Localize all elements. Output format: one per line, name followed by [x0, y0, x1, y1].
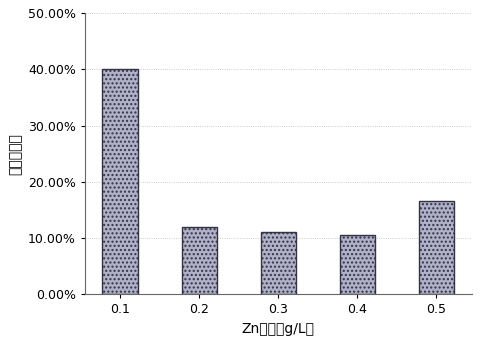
X-axis label: Zn浓度（g/L）: Zn浓度（g/L）	[242, 322, 315, 336]
Bar	[103, 69, 138, 294]
Bar	[419, 202, 454, 294]
Bar	[181, 227, 217, 294]
Y-axis label: 最高去除率: 最高去除率	[8, 133, 23, 175]
Bar	[261, 232, 296, 294]
Bar	[339, 235, 375, 294]
